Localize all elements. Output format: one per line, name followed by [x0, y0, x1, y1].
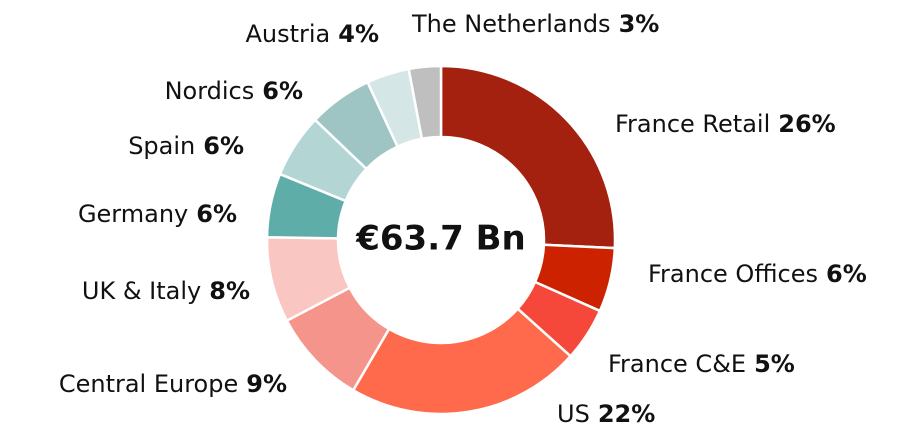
slice-label: Central Europe 9% [59, 370, 287, 398]
slice-label: Germany 6% [78, 200, 237, 228]
category-name: UK & Italy [82, 277, 201, 305]
donut-slice [439, 64, 617, 250]
slice-label: Nordics 6% [165, 77, 303, 105]
value-label: 8% [209, 277, 250, 305]
category-name: Austria [245, 20, 330, 48]
slice-label: France C&E 5% [608, 350, 795, 378]
value-label: 6% [262, 77, 303, 105]
category-name: Central Europe [59, 370, 238, 398]
category-name: Germany [78, 200, 188, 228]
value-label: 6% [196, 200, 237, 228]
center-label: €63.7 Bn [355, 219, 526, 259]
value-label: 3% [619, 10, 660, 38]
slice-label: US 22% [557, 400, 655, 428]
value-label: 9% [246, 370, 287, 398]
slice-label: UK & Italy 8% [82, 277, 250, 305]
slice-label: Austria 4% [245, 20, 379, 48]
category-name: The Netherlands [411, 10, 611, 38]
slice-label: The Netherlands 3% [411, 10, 659, 38]
donut-slice [351, 306, 573, 416]
value-label: 26% [778, 110, 835, 138]
value-label: 5% [754, 350, 795, 378]
slice-label: France Retail 26% [615, 110, 836, 138]
value-label: 4% [338, 20, 379, 48]
category-name: France Retail [615, 110, 770, 138]
category-name: US [557, 400, 590, 428]
value-label: 6% [203, 132, 244, 160]
category-name: Nordics [165, 77, 255, 105]
value-label: 22% [598, 400, 655, 428]
slice-label: France Offices 6% [648, 260, 867, 288]
category-name: Spain [128, 132, 195, 160]
category-name: France C&E [608, 350, 746, 378]
category-name: France Offices [648, 260, 818, 288]
donut-slice [407, 64, 443, 141]
slice-label: Spain 6% [128, 132, 244, 160]
value-label: 6% [826, 260, 867, 288]
